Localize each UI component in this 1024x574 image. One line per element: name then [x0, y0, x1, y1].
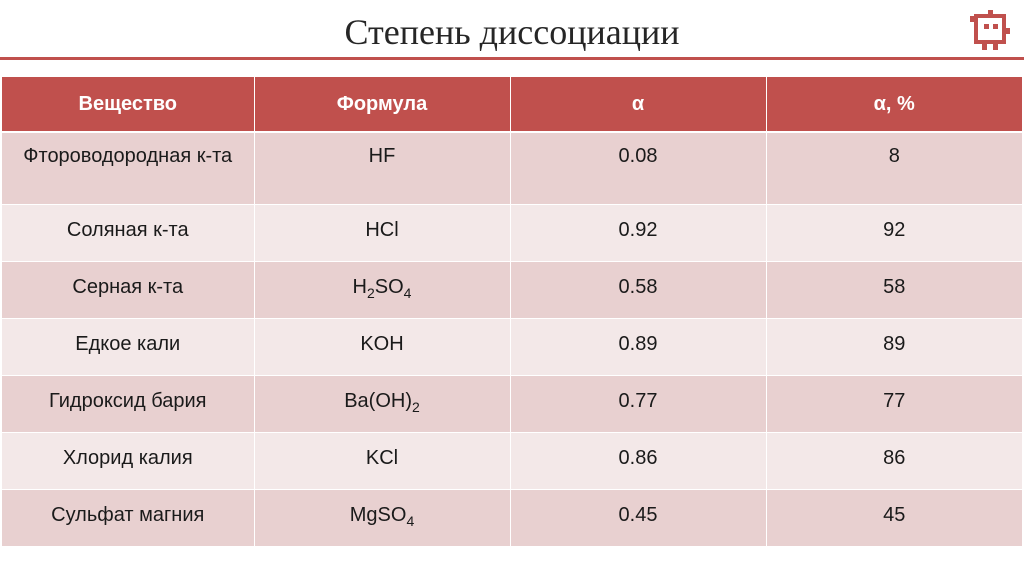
- column-header-formula: Формула: [254, 77, 511, 133]
- cell-substance: Гидроксид бария: [2, 375, 255, 433]
- column-header-alpha-percent: α, %: [766, 77, 1022, 133]
- column-header-alpha: α: [510, 77, 767, 133]
- table-row: Хлорид калия KCl 0.86 86: [2, 432, 1022, 490]
- cell-substance: Серная к-та: [2, 261, 255, 319]
- formula-text: Ba(OH): [344, 389, 412, 412]
- dissociation-table: Вещество Формула α α, % Фтороводородная …: [2, 77, 1022, 547]
- formula-subscript: 2: [366, 284, 375, 301]
- table-row: Серная к-та H2SO4 0.58 58: [2, 261, 1022, 319]
- table-row: Едкое кали KOH 0.89 89: [2, 318, 1022, 376]
- table-header-row: Вещество Формула α α, %: [2, 77, 1022, 133]
- title-divider: [0, 57, 1024, 60]
- cell-alpha: 0.77: [510, 375, 767, 433]
- cell-formula: KCl: [254, 432, 511, 490]
- cell-alpha: 0.45: [510, 489, 767, 547]
- cell-alpha-percent: 45: [766, 489, 1022, 547]
- cell-alpha-percent: 86: [766, 432, 1022, 490]
- cell-formula: MgSO4: [254, 489, 511, 547]
- cell-formula: H2SO4: [254, 261, 511, 319]
- formula-subscript: 2: [412, 398, 420, 415]
- cell-alpha-percent: 77: [766, 375, 1022, 433]
- cell-alpha-percent: 92: [766, 204, 1022, 262]
- cell-alpha: 0.92: [510, 204, 767, 262]
- formula-subscript: 4: [406, 512, 415, 529]
- table-row: Гидроксид бария Ba(OH)2 0.77 77: [2, 375, 1022, 433]
- cell-alpha-percent: 8: [766, 132, 1022, 205]
- cell-formula: HCl: [254, 204, 511, 262]
- formula-text: KCl: [365, 446, 399, 469]
- cell-substance: Фтороводородная к-та: [2, 132, 255, 205]
- cell-alpha: 0.08: [510, 132, 767, 205]
- formula-text: H: [352, 275, 367, 298]
- formula-subscript: 4: [403, 284, 412, 301]
- formula-text: SO: [374, 275, 404, 298]
- cell-alpha: 0.58: [510, 261, 767, 319]
- formula-text: HCl: [365, 218, 399, 241]
- pixel-robot-icon: [970, 10, 1010, 50]
- cell-alpha: 0.89: [510, 318, 767, 376]
- formula-text: KOH: [360, 332, 404, 355]
- formula-text: MgSO: [349, 503, 407, 526]
- column-header-substance: Вещество: [2, 77, 255, 133]
- cell-formula: Ba(OH)2: [254, 375, 511, 433]
- cell-substance: Соляная к-та: [2, 204, 255, 262]
- slide-title: Степень диссоциации: [344, 12, 680, 52]
- cell-substance: Едкое кали: [2, 318, 255, 376]
- table-row: Фтороводородная к-та HF 0.08 8: [2, 132, 1022, 205]
- cell-formula: HF: [254, 132, 511, 205]
- cell-substance: Сульфат магния: [2, 489, 255, 547]
- formula-text: HF: [368, 145, 396, 167]
- cell-alpha-percent: 89: [766, 318, 1022, 376]
- cell-alpha: 0.86: [510, 432, 767, 490]
- cell-substance: Хлорид калия: [2, 432, 255, 490]
- table-row: Соляная к-та HCl 0.92 92: [2, 204, 1022, 262]
- cell-alpha-percent: 58: [766, 261, 1022, 319]
- table-row: Сульфат магния MgSO4 0.45 45: [2, 489, 1022, 547]
- cell-formula: KOH: [254, 318, 511, 376]
